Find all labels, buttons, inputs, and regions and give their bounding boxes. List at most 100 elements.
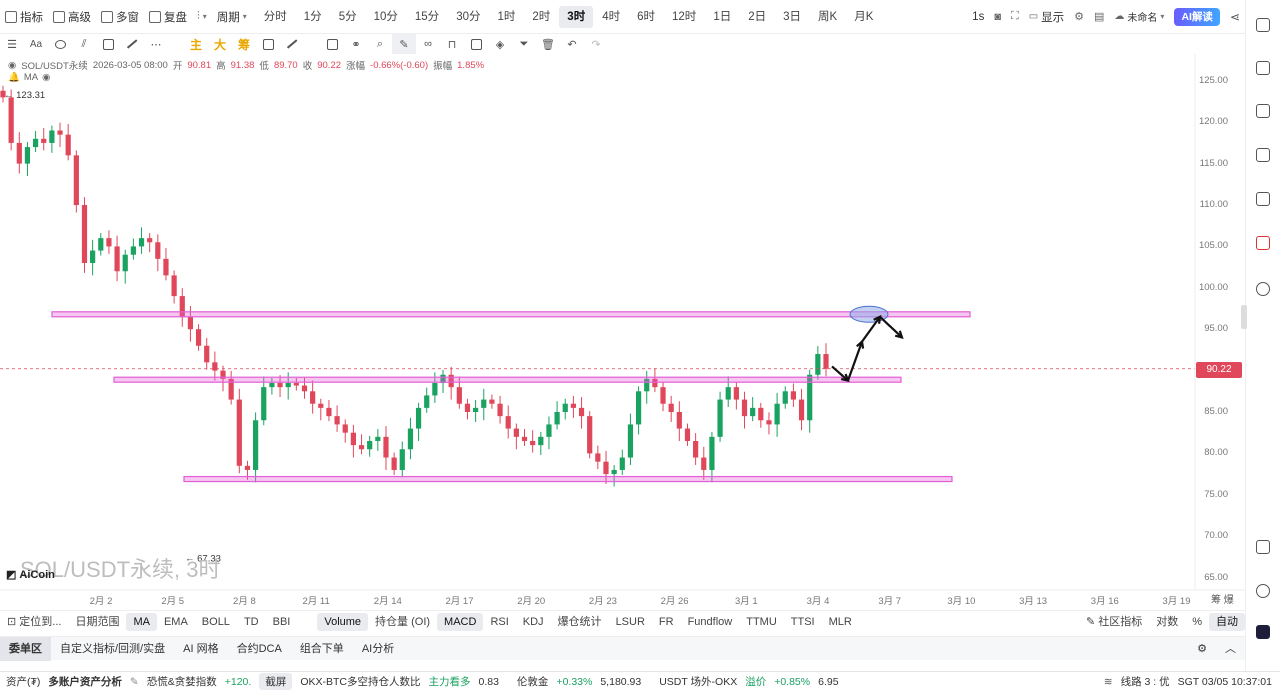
orderbook-icon[interactable] [1256, 18, 1270, 32]
magnet-tool[interactable]: ∞ [416, 34, 440, 54]
assistant-icon[interactable] [1256, 625, 1270, 639]
ellipse-tool[interactable] [48, 34, 72, 54]
layout-select[interactable]: ☁ 未命名 ▾ [1114, 11, 1165, 24]
help-icon[interactable] [1256, 584, 1270, 598]
main-indicator-1[interactable]: EMA [163, 615, 188, 628]
sub-indicator-11[interactable]: MLR [828, 615, 852, 628]
filter-tool[interactable]: ⏷ [512, 34, 536, 54]
tab-settings-button[interactable]: ⚙ [1188, 637, 1216, 661]
network-line-label[interactable]: 线路 3 : 优 [1120, 676, 1170, 688]
chart-icon[interactable] [1256, 148, 1270, 162]
timeframe-14[interactable]: 3日 [783, 10, 802, 23]
okx-ratio-label[interactable]: OKX-BTC多空持仓人数比 [300, 676, 421, 688]
timeframe-3[interactable]: 10分 [373, 10, 398, 23]
price-chart[interactable]: ← 123.31 ← 67.33 [0, 54, 1245, 610]
advanced-button[interactable]: 高级 [48, 5, 96, 29]
screenshot-button[interactable]: 截屏 [259, 673, 293, 690]
sub-indicator-2[interactable]: MACD [437, 612, 484, 631]
community-indicator-button[interactable]: ✎ 社区指标 [1085, 615, 1143, 628]
sub-indicator-1[interactable]: 持仓量 (OI) [375, 615, 431, 628]
settings-button[interactable]: ⚙ [1069, 5, 1089, 29]
timeframe-1[interactable]: 1分 [303, 10, 322, 23]
eraser-tool[interactable]: ◈ [488, 34, 512, 54]
period-button[interactable]: 周期 ▾ [216, 11, 247, 24]
menu-tool[interactable]: ☰ [0, 34, 24, 54]
date-axis[interactable]: 2月 2 2月 5 2月 8 2月 11 2月 14 2月 17 2月 20 2月 23 2月 … [0, 590, 1245, 607]
main-force-tool[interactable]: 主 [189, 37, 202, 52]
chart-canvas[interactable]: ← 123.31 ← 67.33 [0, 54, 1245, 610]
sub-indicator-7[interactable]: FR [658, 615, 674, 628]
dollar-icon[interactable] [1256, 61, 1270, 75]
multi-window-button[interactable]: 多窗 [96, 5, 144, 29]
timeframe-0[interactable]: 分时 [263, 10, 287, 23]
timeframe-11[interactable]: 12时 [672, 10, 697, 23]
timeframe-10[interactable]: 6时 [637, 10, 656, 23]
link-tool[interactable]: ⚭ [344, 34, 368, 54]
usdt-otc-label[interactable]: USDT 场外-OKX [659, 676, 738, 688]
locate-button[interactable]: ⊡ 定位到... [7, 615, 62, 628]
auto-scale-toggle[interactable]: 自动 [1209, 612, 1245, 631]
sub-indicator-3[interactable]: RSI [490, 615, 509, 628]
timeframe-5[interactable]: 30分 [456, 10, 481, 23]
timeframe-15[interactable]: 周K [818, 10, 838, 23]
edit-icon[interactable]: ✎ [129, 675, 139, 688]
zoom-tool[interactable]: ⌕ [368, 34, 392, 54]
grid-icon[interactable] [1256, 540, 1270, 554]
tab-0[interactable]: 委单区 [0, 636, 51, 661]
tab-1[interactable]: 自定义指标/回测/实盘 [60, 642, 166, 655]
date-range-button[interactable]: 日期范围 [75, 615, 120, 628]
indicator-button[interactable]: 指标 [0, 5, 48, 29]
timeframe-13[interactable]: 2日 [748, 10, 767, 23]
sub-indicator-0[interactable]: Volume [317, 612, 369, 631]
axis-label-chips[interactable]: 筹 爆 [1211, 595, 1234, 606]
assets-label[interactable]: 资产(₮) [6, 676, 41, 688]
sub-indicator-9[interactable]: TTMU [746, 615, 777, 628]
collapse-handle[interactable] [1241, 305, 1247, 329]
timeframe-7[interactable]: 2时 [532, 10, 551, 23]
eye-icon[interactable]: ◉ [42, 72, 51, 83]
timeframe-8[interactable]: 3时 [559, 5, 594, 28]
line-tool[interactable] [120, 34, 144, 54]
replay-button[interactable]: 复盘 [144, 5, 192, 29]
ai-analysis-button[interactable]: AI解读 [1169, 5, 1225, 29]
eye-icon[interactable]: ◉ [8, 59, 17, 71]
delete-tool[interactable]: 🗑 [536, 34, 560, 54]
text-tool[interactable]: Aa [29, 38, 43, 50]
share-button[interactable]: ⋖ [1225, 5, 1245, 29]
multi-account-link[interactable]: 多账户资产分析 [48, 676, 122, 688]
copy-tool[interactable] [256, 34, 280, 54]
brush-tool[interactable]: ✎ [392, 34, 416, 54]
big-order-tool[interactable]: 大 [213, 37, 226, 52]
timeframe-2[interactable]: 5分 [338, 10, 357, 23]
lock-tool[interactable]: ⊓ [440, 34, 464, 54]
redo-tool[interactable]: ↷ [584, 34, 608, 54]
visibility-tool[interactable] [464, 34, 488, 54]
tab-3[interactable]: 合约DCA [236, 642, 282, 655]
undo-tool[interactable]: ↶ [560, 34, 584, 54]
ma-legend[interactable]: 🔔 MA ◉ [8, 72, 51, 83]
channel-tool[interactable]: ⫽ [72, 34, 96, 54]
chart-type-button[interactable]: ⫶ ▾ [192, 5, 212, 29]
main-indicator-3[interactable]: TD [243, 615, 259, 628]
camera-button[interactable]: ◙ [989, 5, 1006, 29]
fullscreen-button[interactable]: ⛶ [1006, 5, 1024, 29]
sub-indicator-5[interactable]: 爆仓统计 [557, 615, 602, 628]
template-button[interactable]: ▤ [1089, 5, 1109, 29]
main-indicator-4[interactable]: BBI [272, 615, 291, 628]
speed-button[interactable]: 1s [972, 10, 985, 23]
ruler-tool[interactable] [280, 34, 304, 54]
fear-greed-label[interactable]: 恐慌&贪婪指数 [146, 676, 217, 688]
timeframe-16[interactable]: 月K [854, 10, 874, 23]
sub-indicator-10[interactable]: TTSI [790, 615, 815, 628]
sub-indicator-4[interactable]: KDJ [522, 615, 544, 628]
main-indicator-2[interactable]: BOLL [201, 615, 230, 628]
display-button[interactable]: ▭ 显示 [1028, 11, 1065, 24]
percent-scale-toggle[interactable]: % [1192, 615, 1202, 628]
main-indicator-0[interactable]: MA [126, 612, 157, 631]
timeframe-6[interactable]: 1时 [497, 10, 516, 23]
bell-icon[interactable]: 🔔 [8, 72, 20, 83]
more-tools[interactable]: ⋯ [144, 34, 168, 54]
timeframe-12[interactable]: 1日 [713, 10, 732, 23]
timeframe-4[interactable]: 15分 [414, 10, 440, 23]
sub-indicator-8[interactable]: Fundflow [687, 615, 733, 628]
